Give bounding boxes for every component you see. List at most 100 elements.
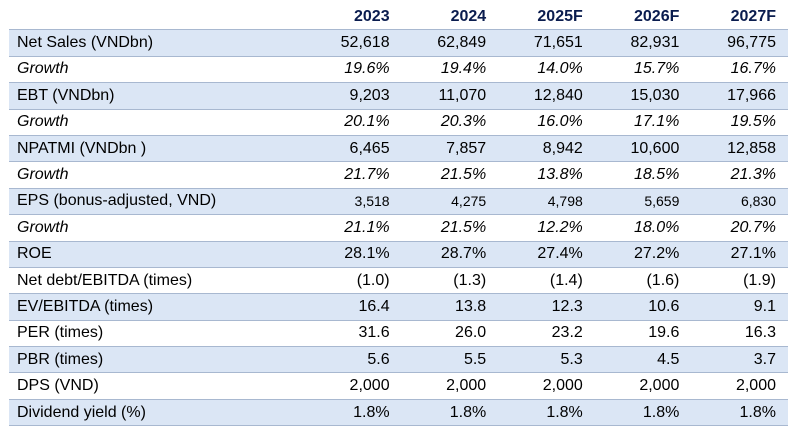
cell-value: 16.0%	[498, 109, 595, 136]
cell-value: 71,651	[498, 29, 595, 57]
financial-forecast-table: 2023 2024 2025F 2026F 2027F Net Sales (V…	[9, 4, 788, 426]
row-label: Dividend yield (%)	[9, 399, 305, 426]
table-row-dps: DPS (VND) 2,000 2,000 2,000 2,000 2,000	[9, 372, 788, 400]
cell-value: 18.0%	[594, 214, 692, 242]
cell-value: 31.6	[305, 320, 402, 348]
table-row-dividend-yield: Dividend yield (%) 1.8% 1.8% 1.8% 1.8% 1…	[9, 399, 788, 426]
cell-value: 20.7%	[691, 214, 788, 242]
cell-value: 9,203	[305, 82, 402, 110]
column-header: 2026F	[594, 4, 692, 31]
cell-value: 21.1%	[305, 214, 402, 242]
table-row-npatmi-growth: Growth 21.7% 21.5% 13.8% 18.5% 21.3%	[9, 161, 788, 189]
row-label: Net Sales (VNDbn)	[9, 29, 305, 57]
column-header: 2025F	[498, 4, 595, 31]
row-label: EBT (VNDbn)	[9, 82, 305, 110]
cell-value: 21.5%	[401, 161, 499, 189]
cell-value: (1.6)	[594, 267, 692, 295]
row-label: NPATMI (VNDbn )	[9, 135, 305, 163]
cell-value: 2,000	[498, 372, 595, 400]
cell-value: 4.5	[594, 346, 692, 374]
cell-value: 19.6%	[305, 56, 402, 84]
cell-value: 21.7%	[305, 161, 402, 189]
cell-value: 12,840	[498, 82, 595, 110]
financial-table-container: 2023 2024 2025F 2026F 2027F Net Sales (V…	[9, 4, 788, 426]
cell-value: 17,966	[691, 82, 788, 110]
cell-value: (1.0)	[305, 267, 402, 295]
column-header: 2027F	[691, 4, 788, 31]
cell-value: 3,518	[305, 188, 402, 216]
cell-value: 15,030	[594, 82, 692, 110]
cell-value: 27.2%	[594, 241, 692, 268]
cell-value: 82,931	[594, 29, 692, 57]
cell-value: 1.8%	[401, 399, 499, 426]
row-label: PER (times)	[9, 320, 305, 348]
table-row-sales-growth: Growth 19.6% 19.4% 14.0% 15.7% 16.7%	[9, 56, 788, 84]
cell-value: 6,830	[691, 188, 788, 216]
cell-value: 16.3	[691, 320, 788, 348]
cell-value: 2,000	[401, 372, 499, 400]
cell-value: 5.5	[401, 346, 499, 374]
cell-value: 52,618	[305, 29, 402, 57]
cell-value: 27.1%	[691, 241, 788, 268]
cell-value: 20.1%	[305, 109, 402, 136]
table-row-roe: ROE 28.1% 28.7% 27.4% 27.2% 27.1%	[9, 241, 788, 268]
cell-value: 10,600	[594, 135, 692, 163]
cell-value: 12.3	[498, 293, 595, 321]
cell-value: 28.7%	[401, 241, 499, 268]
header-label-cell	[9, 4, 305, 31]
cell-value: 96,775	[691, 29, 788, 57]
table-row-ebt-growth: Growth 20.1% 20.3% 16.0% 17.1% 19.5%	[9, 109, 788, 136]
row-label: Growth	[9, 109, 305, 136]
cell-value: 12,858	[691, 135, 788, 163]
cell-value: 2,000	[691, 372, 788, 400]
cell-value: 13.8	[401, 293, 499, 321]
cell-value: 11,070	[401, 82, 499, 110]
table-row-net-sales: Net Sales (VNDbn) 52,618 62,849 71,651 8…	[9, 29, 788, 57]
cell-value: 14.0%	[498, 56, 595, 84]
cell-value: 2,000	[305, 372, 402, 400]
cell-value: 13.8%	[498, 161, 595, 189]
cell-value: 1.8%	[305, 399, 402, 426]
cell-value: 27.4%	[498, 241, 595, 268]
cell-value: 62,849	[401, 29, 499, 57]
cell-value: 7,857	[401, 135, 499, 163]
cell-value: 8,942	[498, 135, 595, 163]
table-row-ev-ebitda: EV/EBITDA (times) 16.4 13.8 12.3 10.6 9.…	[9, 293, 788, 321]
row-label: PBR (times)	[9, 346, 305, 374]
cell-value: 28.1%	[305, 241, 402, 268]
row-label: Growth	[9, 161, 305, 189]
cell-value: (1.3)	[401, 267, 499, 295]
cell-value: 15.7%	[594, 56, 692, 84]
row-label: Net debt/EBITDA (times)	[9, 267, 305, 295]
cell-value: 10.6	[594, 293, 692, 321]
cell-value: 16.4	[305, 293, 402, 321]
cell-value: 19.6	[594, 320, 692, 348]
cell-value: 5.3	[498, 346, 595, 374]
cell-value: 21.5%	[401, 214, 499, 242]
cell-value: 21.3%	[691, 161, 788, 189]
cell-value: 26.0	[401, 320, 499, 348]
cell-value: (1.4)	[498, 267, 595, 295]
column-header: 2024	[401, 4, 499, 31]
row-label: DPS (VND)	[9, 372, 305, 400]
cell-value: 6,465	[305, 135, 402, 163]
cell-value: (1.9)	[691, 267, 788, 295]
table-row-eps: EPS (bonus-adjusted, VND) 3,518 4,275 4,…	[9, 188, 788, 216]
cell-value: 19.5%	[691, 109, 788, 136]
cell-value: 20.3%	[401, 109, 499, 136]
row-label: EPS (bonus-adjusted, VND)	[9, 188, 305, 216]
cell-value: 1.8%	[594, 399, 692, 426]
cell-value: 12.2%	[498, 214, 595, 242]
cell-value: 18.5%	[594, 161, 692, 189]
table-row-npatmi: NPATMI (VNDbn ) 6,465 7,857 8,942 10,600…	[9, 135, 788, 163]
row-label: EV/EBITDA (times)	[9, 293, 305, 321]
table-row-net-debt-ebitda: Net debt/EBITDA (times) (1.0) (1.3) (1.4…	[9, 267, 788, 295]
row-label: ROE	[9, 241, 305, 268]
cell-value: 23.2	[498, 320, 595, 348]
table-row-eps-growth: Growth 21.1% 21.5% 12.2% 18.0% 20.7%	[9, 214, 788, 242]
row-label: Growth	[9, 56, 305, 84]
cell-value: 5.6	[305, 346, 402, 374]
column-header: 2023	[305, 4, 402, 31]
cell-value: 17.1%	[594, 109, 692, 136]
table-row-pbr: PBR (times) 5.6 5.5 5.3 4.5 3.7	[9, 346, 788, 374]
